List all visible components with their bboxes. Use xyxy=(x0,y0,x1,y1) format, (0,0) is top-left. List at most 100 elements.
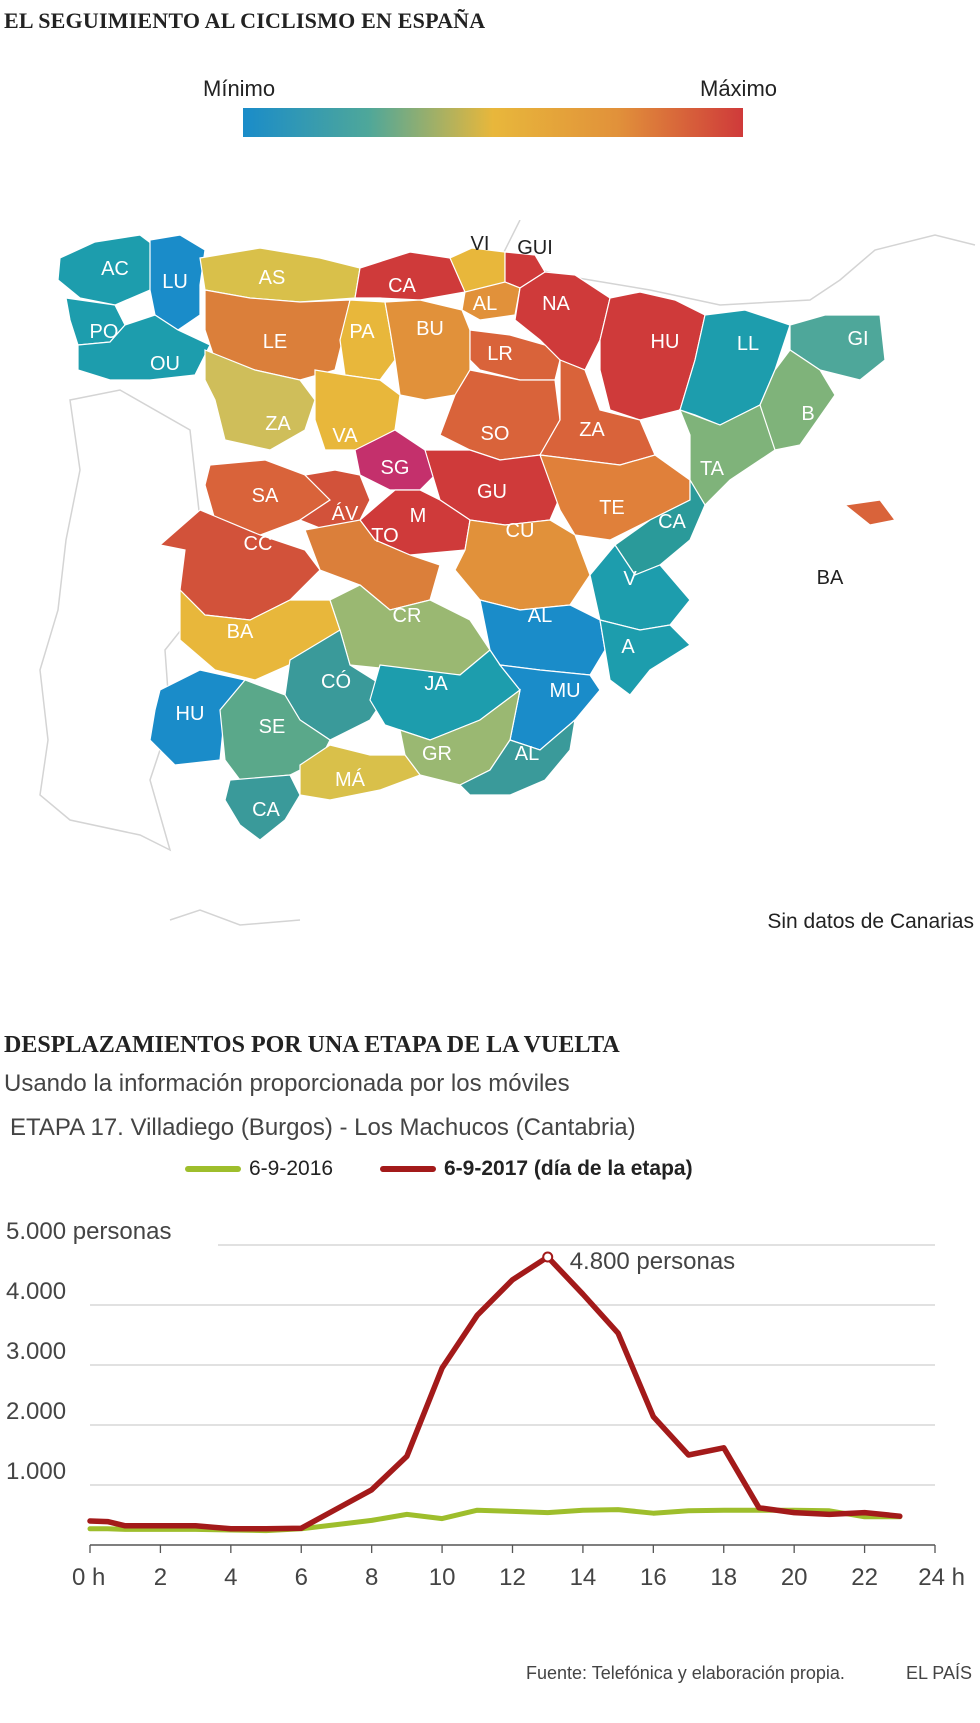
x-tick-20: 20 xyxy=(781,1564,808,1591)
region-10-pa-label: PA xyxy=(349,321,375,343)
brand-label: EL PAÍS xyxy=(905,1663,972,1683)
region-44-gr-label: GR xyxy=(422,743,452,765)
x-tick-14: 14 xyxy=(570,1564,597,1591)
region-11-bu-label: BU xyxy=(416,318,444,340)
y-tick-3000: 3.000 xyxy=(6,1338,66,1365)
region-38-a-label: A xyxy=(621,636,635,658)
legend-min-label: Mínimo xyxy=(203,76,276,101)
x-tick-12: 12 xyxy=(499,1564,526,1591)
peak-marker xyxy=(542,1251,554,1263)
peak-annotation: 4.800 personas xyxy=(570,1248,735,1275)
region-9-le-label: LE xyxy=(263,331,287,353)
region-33-ba xyxy=(843,499,897,526)
region-8-al-label: AL xyxy=(473,293,497,315)
region-32-cu-label: CU xyxy=(506,520,535,542)
region-15-gi-label: GI xyxy=(847,328,868,350)
region-45-al xyxy=(458,718,576,796)
region-33-ba-label: BA xyxy=(817,567,844,589)
y-tick-1000: 1.000 xyxy=(6,1458,66,1485)
map-title: EL SEGUIMIENTO AL CICLISMO EN ESPAÑA xyxy=(4,8,486,33)
region-45-al-label: AL xyxy=(515,743,539,765)
legend-gradient-bar xyxy=(243,108,743,137)
region-29-ca-label: CA xyxy=(658,511,686,533)
color-legend: Mínimo Máximo xyxy=(200,76,777,146)
region-16-lr-label: LR xyxy=(487,343,513,365)
region-21-b-label: B xyxy=(801,403,814,425)
region-30-cc-label: CC xyxy=(244,533,273,555)
region-9-le xyxy=(204,289,351,381)
legend-label-2017: 6-9-2017 (día de la etapa) xyxy=(444,1157,693,1180)
x-tick-4: 4 xyxy=(224,1564,237,1591)
region-37-al-label: AL xyxy=(528,605,552,627)
region-43-se-label: SE xyxy=(259,716,286,738)
region-26-gu-label: GU xyxy=(477,481,507,503)
region-4-as-label: AS xyxy=(259,267,286,289)
legend-swatch-2016 xyxy=(185,1166,241,1173)
y-tick-2000: 2.000 xyxy=(6,1398,66,1425)
region-42-hu xyxy=(149,669,246,766)
region-34-v-label: V xyxy=(623,568,637,590)
region-23-ta xyxy=(678,404,776,506)
chart-subtitle: Usando la información proporcionada por … xyxy=(4,1070,570,1097)
region-35-ba-label: BA xyxy=(227,621,254,643)
region-6-vi-label: VI xyxy=(471,233,490,255)
portugal-outline xyxy=(39,389,206,852)
chart-title: DESPLAZAMIENTOS POR UNA ETAPA DE LA VUEL… xyxy=(4,1032,620,1058)
africa-outline xyxy=(169,909,301,926)
region-46-má-label: MÁ xyxy=(335,768,366,791)
region-40-ja-label: JA xyxy=(424,673,448,695)
region-47-ca xyxy=(224,774,301,841)
legend-item-2016: 6-9-2016 xyxy=(185,1157,333,1181)
region-41-mu-label: MU xyxy=(549,680,580,702)
region-31-to-label: TO xyxy=(371,525,398,547)
stage-label: ETAPA 17. Villadiego (Burgos) - Los Mach… xyxy=(10,1114,636,1141)
region-7-gui-label: GUI xyxy=(517,237,553,259)
region-47-ca-label: CA xyxy=(252,799,280,821)
region-3-ou-label: OU xyxy=(150,353,180,375)
region-36-cr-label: CR xyxy=(393,605,422,627)
region-12-na xyxy=(514,271,611,371)
region-20-za-label: ZA xyxy=(579,419,605,441)
region-17-za xyxy=(204,349,316,451)
region-18-va-label: VA xyxy=(332,425,358,447)
region-46-má xyxy=(299,744,421,801)
region-23-ta-label: TA xyxy=(700,458,725,480)
region-31-to xyxy=(304,519,441,611)
y-tick-5000: 5.000 personas xyxy=(6,1218,171,1245)
region-19-so-label: SO xyxy=(481,423,510,445)
region-22-sg xyxy=(354,429,441,491)
region-1-lu-label: LU xyxy=(162,271,188,293)
region-39-có-label: CÓ xyxy=(321,670,351,693)
x-tick-24: 24 h xyxy=(918,1564,965,1591)
region-11-bu xyxy=(384,299,471,401)
series-line-2017 xyxy=(87,1254,903,1532)
no-data-note: Sin datos de Canarias xyxy=(767,910,974,933)
x-tick-6: 6 xyxy=(295,1564,308,1591)
x-tick-8: 8 xyxy=(365,1564,378,1591)
legend-item-2017: 6-9-2017 (día de la etapa) xyxy=(380,1157,693,1181)
region-28-m-label: M xyxy=(410,505,427,527)
region-1-lu xyxy=(149,234,206,331)
region-17-za-label: ZA xyxy=(265,413,291,435)
region-14-ll-label: LL xyxy=(737,333,759,355)
legend-max-label: Máximo xyxy=(700,76,778,101)
x-tick-18: 18 xyxy=(710,1564,737,1591)
y-tick-4000: 4.000 xyxy=(6,1278,66,1305)
legend-swatch-2017 xyxy=(380,1166,436,1173)
x-tick-2: 2 xyxy=(154,1564,167,1591)
x-tick-22: 22 xyxy=(851,1564,878,1591)
region-38-a xyxy=(599,619,691,696)
region-5-ca-label: CA xyxy=(388,275,416,297)
region-13-hu-label: HU xyxy=(651,331,680,353)
x-tick-0: 0 h xyxy=(72,1564,105,1591)
region-12-na-label: NA xyxy=(542,293,570,315)
region-27-te-label: TE xyxy=(599,497,625,519)
x-tick-16: 16 xyxy=(640,1564,667,1591)
region-25-áv-label: ÁV xyxy=(332,502,359,525)
x-tick-10: 10 xyxy=(429,1564,456,1591)
region-2-po-label: PO xyxy=(90,321,119,343)
source-note: Fuente: Telefónica y elaboración propia. xyxy=(526,1663,845,1683)
region-22-sg-label: SG xyxy=(381,457,410,479)
region-0-ac-label: AC xyxy=(101,258,129,280)
